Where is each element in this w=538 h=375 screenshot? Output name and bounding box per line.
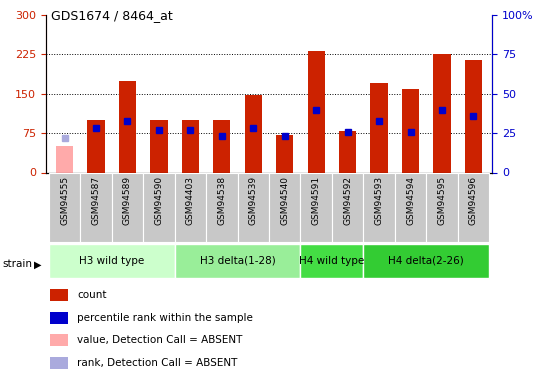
Text: GSM94540: GSM94540 [280, 176, 289, 225]
Text: GSM94587: GSM94587 [91, 176, 101, 225]
Text: GDS1674 / 8464_at: GDS1674 / 8464_at [51, 9, 173, 22]
Text: GSM94555: GSM94555 [60, 176, 69, 225]
Bar [150, 120, 167, 172]
Text: ▶: ▶ [34, 260, 41, 269]
Bar [332, 172, 363, 242]
Text: H3 delta(1-28): H3 delta(1-28) [200, 256, 275, 266]
Bar [80, 172, 112, 242]
Text: H3 wild type: H3 wild type [79, 256, 144, 266]
Bar [395, 172, 426, 242]
Text: H4 delta(2-26): H4 delta(2-26) [388, 256, 464, 266]
Bar [402, 88, 419, 172]
Bar [269, 172, 300, 242]
Bar [363, 172, 395, 242]
Bar [363, 244, 489, 278]
Bar [426, 172, 458, 242]
Text: GSM94594: GSM94594 [406, 176, 415, 225]
Text: GSM94595: GSM94595 [437, 176, 447, 225]
Bar [433, 54, 451, 173]
Text: GSM94592: GSM94592 [343, 176, 352, 225]
Text: GSM94539: GSM94539 [249, 176, 258, 225]
Bar [308, 51, 325, 172]
Bar [50, 357, 68, 369]
Text: GSM94403: GSM94403 [186, 176, 195, 225]
Bar [50, 312, 68, 324]
Text: value, Detection Call = ABSENT: value, Detection Call = ABSENT [77, 335, 242, 345]
Bar [245, 95, 262, 172]
Bar [56, 146, 73, 172]
Bar [50, 290, 68, 302]
Bar [206, 172, 238, 242]
Text: GSM94589: GSM94589 [123, 176, 132, 225]
Bar [175, 172, 206, 242]
Bar [465, 60, 482, 172]
Text: strain: strain [3, 260, 33, 269]
Bar [339, 130, 356, 172]
Bar [49, 244, 175, 278]
Bar [87, 120, 105, 172]
Bar [371, 83, 388, 172]
Text: GSM94590: GSM94590 [154, 176, 164, 225]
Bar [213, 120, 230, 172]
Text: H4 wild type: H4 wild type [299, 256, 365, 266]
Bar [49, 172, 80, 242]
Text: GSM94591: GSM94591 [312, 176, 321, 225]
Text: percentile rank within the sample: percentile rank within the sample [77, 313, 253, 323]
Text: GSM94538: GSM94538 [217, 176, 226, 225]
Bar [458, 172, 489, 242]
Text: GSM94596: GSM94596 [469, 176, 478, 225]
Bar [300, 172, 332, 242]
Text: rank, Detection Call = ABSENT: rank, Detection Call = ABSENT [77, 358, 237, 368]
Bar [276, 135, 293, 172]
Bar [50, 334, 68, 346]
Bar [175, 244, 300, 278]
Bar [238, 172, 269, 242]
Text: GSM94593: GSM94593 [374, 176, 384, 225]
Bar [182, 120, 199, 172]
Text: count: count [77, 290, 107, 300]
Bar [119, 81, 136, 172]
Bar [143, 172, 175, 242]
Bar [300, 244, 363, 278]
Bar [112, 172, 143, 242]
